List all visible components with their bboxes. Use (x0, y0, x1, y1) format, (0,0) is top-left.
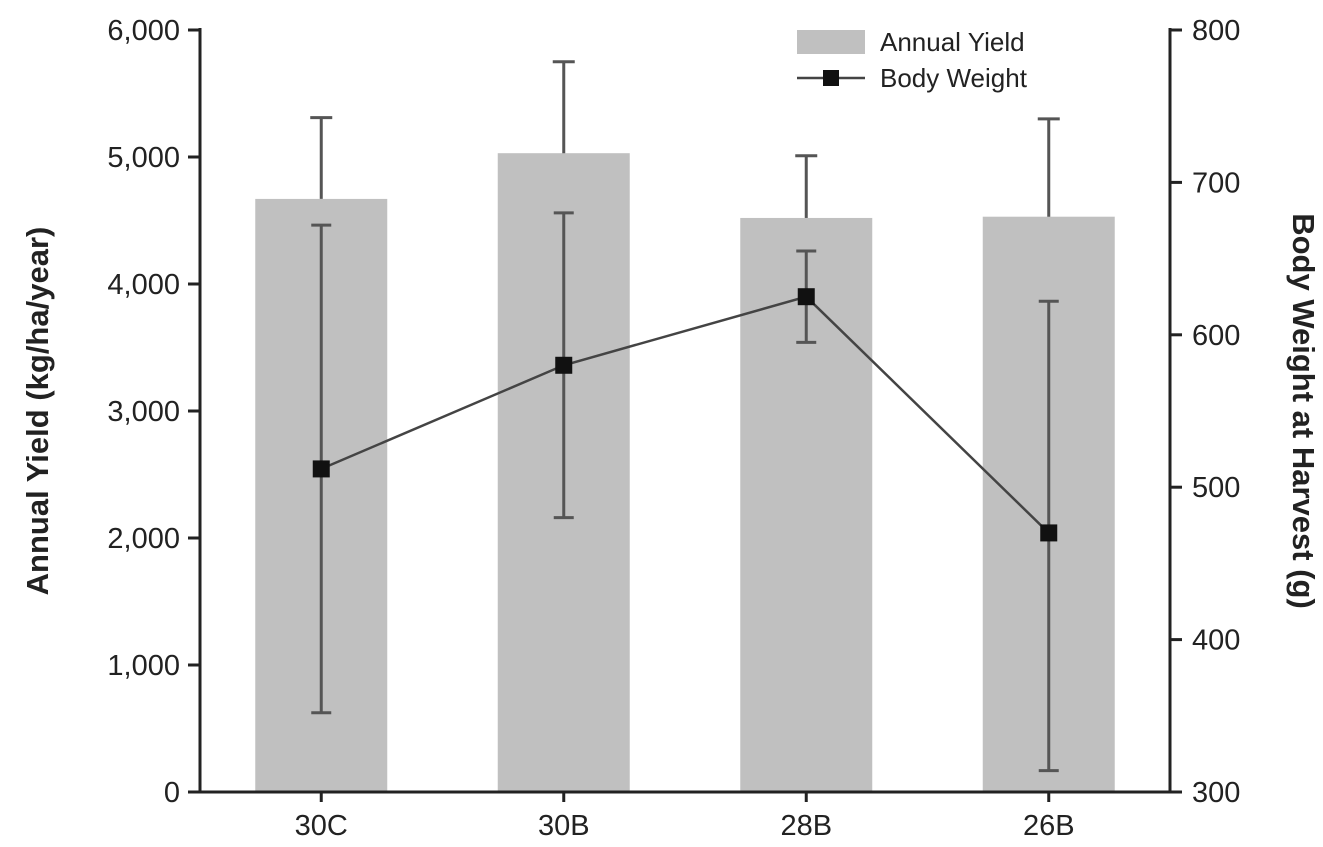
axes-layer (188, 28, 1182, 802)
yield-error-bars (310, 60, 1060, 218)
x-tick-label: 30B (538, 810, 590, 842)
y-tick-label-left: 3,000 (107, 396, 180, 428)
y-tick-label-left: 0 (164, 777, 180, 809)
legend-label-annual-yield: Annual Yield (880, 27, 1025, 57)
legend-swatch-annual-yield (797, 30, 865, 54)
body-weight-point-28b (797, 288, 815, 306)
body-weight-line-layer (311, 211, 1059, 773)
body-weight-point-30c (312, 460, 330, 478)
y-tick-label-left: 5,000 (107, 142, 180, 174)
x-tick-label: 28B (780, 810, 832, 842)
body-weight-point-26b (1040, 524, 1058, 542)
legend-label-body-weight: Body Weight (880, 63, 1028, 93)
body-weight-point-30b (555, 356, 573, 374)
y-tick-label-right: 600 (1192, 320, 1240, 352)
x-tick-label: 30C (295, 810, 348, 842)
y-tick-label-right: 700 (1192, 167, 1240, 199)
y-tick-label-right: 300 (1192, 777, 1240, 809)
y-tick-label-right: 400 (1192, 625, 1240, 657)
labels-layer: 0 1,000 2,000 3,000 4,000 5,000 6,000 300 400 500… (20, 15, 1321, 842)
x-tick-label: 26B (1023, 810, 1075, 842)
y-tick-label-right: 500 (1192, 472, 1240, 504)
y-tick-label-left: 6,000 (107, 15, 180, 47)
body-weight-line (320, 295, 1050, 534)
y-tick-label-right: 800 (1192, 15, 1240, 47)
y-tick-label-left: 2,000 (107, 523, 180, 555)
y-axis-title-left: Annual Yield (kg/ha/year) (20, 227, 55, 596)
y-axis-title-right: Body Weight at Harvest (g) (1286, 213, 1321, 609)
legend-marker-body-weight (823, 70, 839, 86)
y-tick-label-left: 4,000 (107, 269, 180, 301)
legend: Annual Yield Body Weight (797, 27, 1028, 93)
y-tick-label-left: 1,000 (107, 650, 180, 682)
